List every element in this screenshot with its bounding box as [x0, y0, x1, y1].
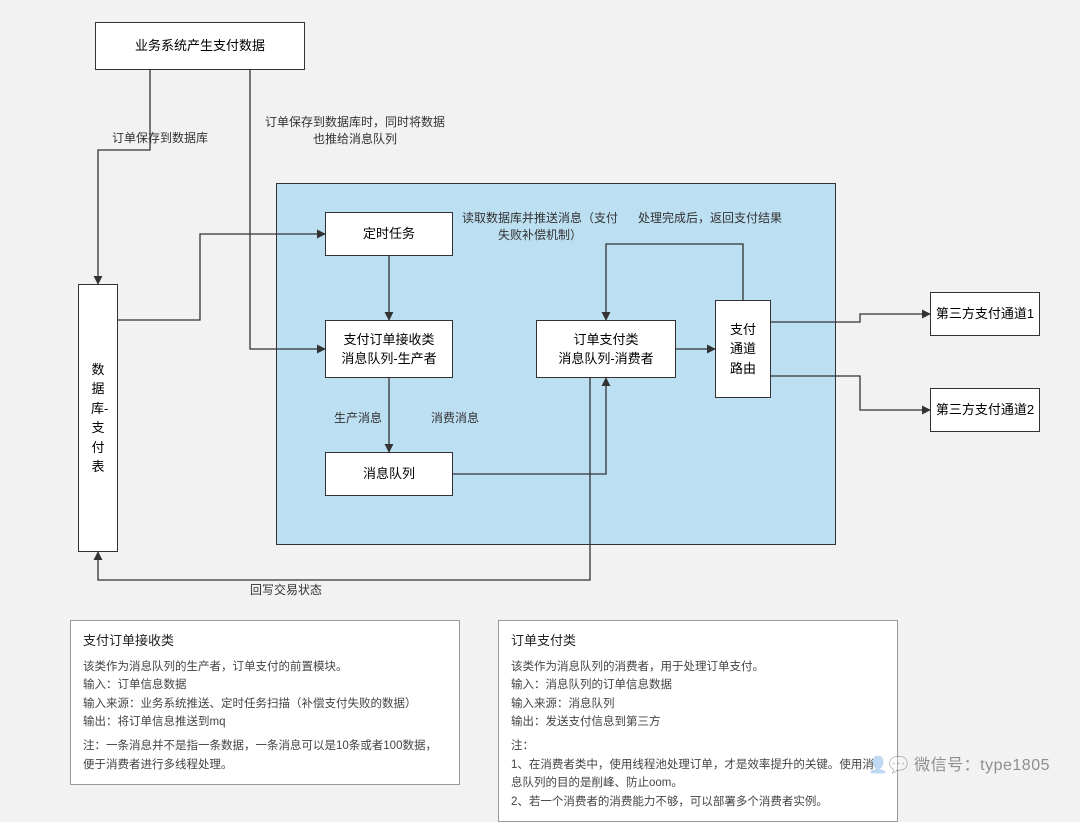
desc-title: 订单支付类	[511, 631, 885, 652]
node-order-receiver: 支付订单接收类 消息队列-生产者	[325, 320, 453, 378]
node-label-line1: 订单支付类	[573, 330, 638, 350]
node-label: 业务系统产生支付数据	[135, 36, 265, 56]
node-third-party-1: 第三方支付通道1	[930, 292, 1040, 336]
node-order-pay-class: 订单支付类 消息队列-消费者	[536, 320, 676, 378]
desc-body: 该类作为消息队列的生产者，订单支付的前置模块。输入：订单信息数据输入来源：业务系…	[83, 658, 447, 774]
node-third-party-2: 第三方支付通道2	[930, 388, 1040, 432]
node-database: 数据库-支付表	[78, 284, 118, 552]
edge-label-save-push: 订单保存到数据库时，同时将数据也推给消息队列	[260, 114, 450, 148]
node-label: 定时任务	[363, 224, 415, 244]
node-timer-task: 定时任务	[325, 212, 453, 256]
desc-box-receiver: 支付订单接收类 该类作为消息队列的生产者，订单支付的前置模块。输入：订单信息数据…	[70, 620, 460, 785]
watermark: 👤💬 微信号：type1805	[868, 751, 1050, 775]
desc-box-payclass: 订单支付类 该类作为消息队列的消费者，用于处理订单支付。输入：消息队列的订单信息…	[498, 620, 898, 822]
node-label: 支付通道路由	[729, 320, 757, 379]
edge-label-produce: 生产消息	[328, 410, 388, 427]
node-label-line2: 消息队列-消费者	[558, 349, 653, 369]
node-label: 第三方支付通道1	[936, 304, 1034, 324]
edge-label-consume: 消费消息	[425, 410, 485, 427]
edge-label-after-process: 处理完成后，返回支付结果	[630, 210, 790, 227]
node-business-system: 业务系统产生支付数据	[95, 22, 305, 70]
node-label: 消息队列	[363, 464, 415, 484]
edge-label-read-push: 读取数据库并推送消息（支付失败补偿机制）	[460, 210, 620, 244]
diagram-canvas: 业务系统产生支付数据 数据库-支付表 定时任务 支付订单接收类 消息队列-生产者…	[0, 0, 1080, 805]
edge-label-save-db: 订单保存到数据库	[100, 130, 220, 147]
node-label-line2: 消息队列-生产者	[341, 349, 436, 369]
desc-body: 该类作为消息队列的消费者，用于处理订单支付。输入：消息队列的订单信息数据输入来源…	[511, 658, 885, 811]
node-label: 第三方支付通道2	[936, 400, 1034, 420]
node-message-queue: 消息队列	[325, 452, 453, 496]
node-label-line1: 支付订单接收类	[343, 330, 434, 350]
node-label: 数据库-支付表	[91, 360, 105, 477]
node-pay-channel-router: 支付通道路由	[715, 300, 771, 398]
desc-title: 支付订单接收类	[83, 631, 447, 652]
edge-label-writeback: 回写交易状态	[250, 582, 370, 599]
